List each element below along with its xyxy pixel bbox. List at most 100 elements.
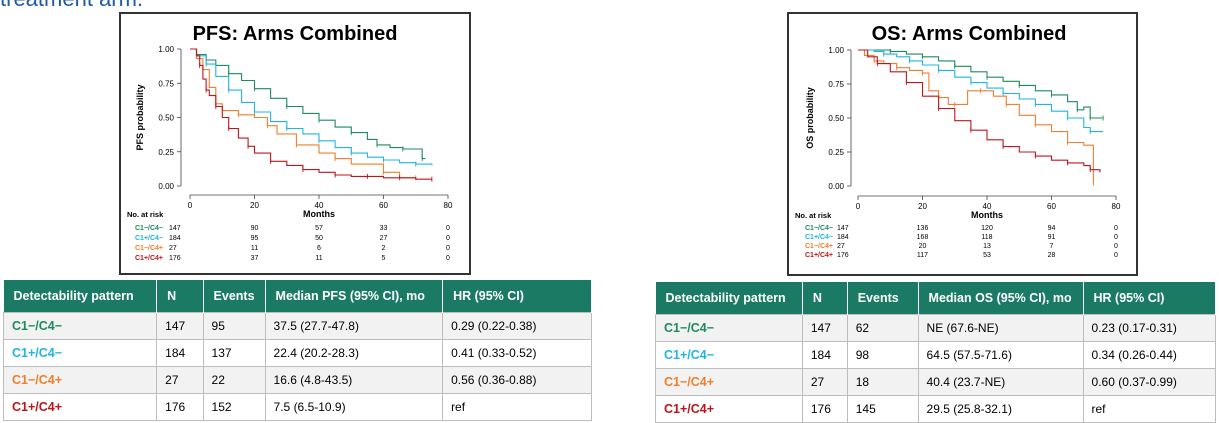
risk-count: 176	[169, 255, 181, 262]
risk-count: 27	[169, 245, 177, 252]
km-curve-0	[190, 48, 426, 160]
table-row: C1−/C4+ 27 18 40.4 (23.7-NE) 0.60 (0.37-…	[655, 368, 1217, 396]
os-summary-table: Detectability pattern N Events Median OS…	[655, 282, 1217, 423]
header-pattern: Detectability pattern	[655, 282, 803, 315]
n-cell: 184	[801, 341, 848, 369]
x-tick-label: 0	[856, 202, 861, 211]
risk-count: 94	[1048, 225, 1056, 232]
events-cell: 62	[846, 314, 919, 342]
y-axis-label: OS probability	[805, 87, 815, 149]
y-tick-label: 0.25	[158, 148, 174, 157]
risk-count: 0	[1114, 234, 1118, 241]
km-curve-1	[858, 49, 1104, 133]
hr-cell: 0.60 (0.37-0.99)	[1082, 368, 1217, 396]
risk-group-label: C1−/C4+	[805, 243, 833, 250]
risk-count: 11	[315, 255, 322, 262]
y-tick-label: 1.00	[158, 45, 174, 54]
x-axis-label: Months	[303, 209, 335, 219]
risk-count: 53	[983, 252, 991, 259]
risk-count: 184	[837, 234, 849, 241]
risk-count: 0	[1114, 225, 1118, 232]
hr-cell: 0.41 (0.33-0.52)	[442, 339, 592, 367]
x-tick-label: 20	[918, 202, 927, 211]
n-cell: 184	[156, 339, 204, 367]
risk-count: 118	[981, 234, 992, 241]
km-curve-2	[858, 49, 1094, 184]
risk-count: 0	[446, 225, 450, 232]
hr-cell: ref	[442, 393, 592, 421]
x-tick-label: 60	[1047, 202, 1056, 211]
table-row: C1−/C4+ 27 22 16.6 (4.8-43.5) 0.56 (0.36…	[2, 366, 592, 394]
table-row: C1+/C4+ 176 145 29.5 (25.8-32.1) ref	[655, 395, 1217, 423]
header-median: Median OS (95% CI), mo	[918, 282, 1084, 315]
pattern-cell: C1−/C4−	[655, 314, 803, 342]
header-events: Events	[847, 282, 919, 315]
risk-count: 33	[380, 225, 388, 232]
pattern-cell: C1+/C4−	[655, 341, 803, 369]
risk-count: 0	[1114, 252, 1118, 259]
km-curve-1	[190, 48, 433, 166]
os-chart-panel: OS: Arms Combined 0.00 0.25 0.50 0.75 1.00 0 20…	[787, 12, 1138, 276]
events-cell: 152	[202, 393, 266, 421]
risk-count: 184	[169, 235, 181, 242]
hr-cell: 0.23 (0.17-0.31)	[1082, 314, 1217, 342]
risk-count: 136	[917, 225, 929, 232]
km-curve-3	[858, 49, 1101, 173]
n-cell: 176	[156, 393, 204, 421]
x-axis-label: Months	[971, 210, 1003, 220]
table-row: C1−/C4− 147 62 NE (67.6-NE) 0.23 (0.17-0…	[655, 314, 1217, 342]
risk-count: 0	[1114, 243, 1118, 250]
risk-count: 37	[251, 255, 259, 262]
risk-count: 20	[919, 243, 927, 250]
hr-cell: ref	[1082, 395, 1217, 423]
risk-count: 11	[251, 245, 258, 252]
risk-count: 0	[446, 255, 450, 262]
events-cell: 95	[202, 312, 266, 340]
header-hr: HR (95% CI)	[1083, 282, 1217, 315]
median-cell: 37.5 (27.7-47.8)	[264, 312, 444, 340]
risk-count: 0	[446, 235, 450, 242]
risk-group-label: C1−/C4−	[805, 225, 833, 232]
pattern-cell: C1−/C4−	[2, 312, 158, 340]
hr-cell: 0.56 (0.36-0.88)	[442, 366, 592, 394]
pfs-chart-panel: PFS: Arms Combined 0.00 0.25 0.50 0.75 1.00 0 2…	[119, 12, 471, 275]
x-tick-label: 40	[315, 201, 324, 210]
risk-count: 27	[380, 235, 388, 242]
risk-table-title: No. at risk	[127, 210, 164, 219]
header-n: N	[802, 282, 848, 315]
risk-group-label: C1+/C4−	[805, 234, 833, 241]
n-cell: 147	[801, 314, 848, 342]
risk-count: 57	[315, 225, 323, 232]
risk-group-label: C1−/C4−	[135, 225, 163, 232]
y-tick-label: 0.75	[158, 79, 174, 88]
chart-title: PFS: Arms Combined	[193, 23, 398, 45]
pfs-km-chart: PFS: Arms Combined 0.00 0.25 0.50 0.75 1.00 0 2…	[127, 23, 453, 262]
slide-header-text: treatment arm.	[0, 0, 143, 12]
risk-count: 7	[1050, 243, 1054, 250]
y-axis-label: PFS probability	[135, 84, 145, 150]
y-tick-label: 0.00	[158, 182, 174, 191]
table-header-row: Detectability pattern N Events Median PF…	[3, 280, 592, 313]
km-curve-2	[190, 48, 416, 179]
y-tick-label: 1.00	[828, 46, 844, 55]
x-tick-label: 60	[379, 201, 388, 210]
risk-count: 50	[315, 235, 323, 242]
risk-count: 0	[446, 245, 450, 252]
chart-title: OS: Arms Combined	[872, 23, 1067, 45]
risk-count: 117	[917, 252, 928, 259]
pattern-cell: C1−/C4+	[2, 366, 158, 394]
events-cell: 18	[846, 368, 919, 396]
x-tick-label: 80	[444, 201, 453, 210]
risk-count: 120	[981, 225, 993, 232]
risk-count: 95	[251, 235, 259, 242]
events-cell: 145	[846, 395, 919, 423]
n-cell: 27	[156, 366, 204, 394]
risk-count: 27	[837, 243, 845, 250]
y-tick-label: 0.75	[828, 80, 844, 89]
km-curve-3	[190, 48, 432, 180]
risk-group-label: C1+/C4+	[135, 255, 163, 262]
table-row: C1−/C4− 147 95 37.5 (27.7-47.8) 0.29 (0.…	[2, 312, 592, 340]
risk-group-label: C1−/C4+	[135, 245, 163, 252]
risk-count: 90	[251, 225, 259, 232]
risk-count: 91	[1048, 234, 1056, 241]
